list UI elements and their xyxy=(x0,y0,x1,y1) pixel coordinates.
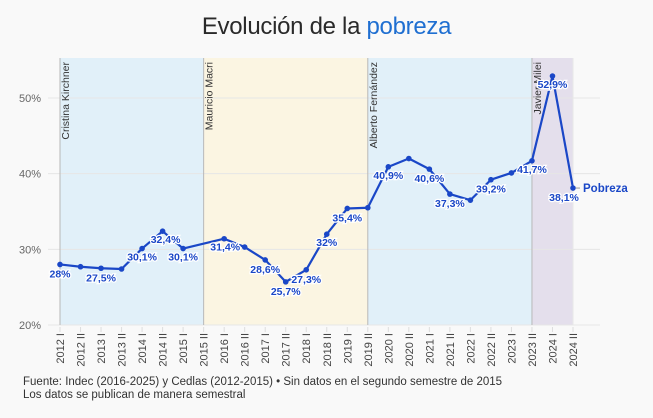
data-point xyxy=(570,185,576,191)
x-tick-label: 2022 I xyxy=(465,333,477,364)
x-tick-label: 2017 II xyxy=(281,333,293,367)
data-point xyxy=(549,73,556,79)
data-label: 27,3% xyxy=(291,274,321,286)
data-point xyxy=(303,266,310,273)
data-label: 38,1% xyxy=(549,192,579,204)
data-point xyxy=(406,155,412,162)
x-tick-label: 2019 I xyxy=(342,333,354,364)
x-axis-ticks: 2012 I 2012 II 2013 I 2013 II 2014 I 2014 II 2… xyxy=(55,327,580,367)
x-tick-label: 2024 I xyxy=(547,333,559,364)
data-point xyxy=(467,197,474,203)
data-label: 40,9% xyxy=(373,170,403,182)
x-tick-label: 2018 II xyxy=(322,333,334,367)
chart-footer: Fuente: Indec (2016-2025) y Cedlas (2012… xyxy=(23,376,502,402)
x-tick-label: 2014 I xyxy=(137,333,149,364)
data-point xyxy=(323,231,330,237)
x-tick-label: 2017 I xyxy=(260,333,272,364)
data-label: 39,2% xyxy=(476,184,506,196)
data-label: 30,1% xyxy=(168,252,198,264)
y-axis-ticks: 20% 30% 40% 50% xyxy=(19,93,41,332)
x-tick-label: 2021 II xyxy=(445,333,457,367)
chart-title: Evolución de la pobreza xyxy=(0,13,653,41)
x-tick-label: 2023 I xyxy=(506,333,518,364)
data-point xyxy=(57,261,63,268)
data-point xyxy=(262,257,269,263)
data-point xyxy=(98,265,104,272)
data-point xyxy=(426,166,433,172)
data-point xyxy=(139,245,145,252)
data-label: 30,1% xyxy=(127,252,157,264)
data-point xyxy=(77,263,84,270)
x-tick-label: 2020 II xyxy=(404,333,416,367)
data-point xyxy=(365,204,371,211)
x-tick-label: 2015 I xyxy=(178,333,190,364)
x-tick-label: 2015 II xyxy=(199,333,211,367)
x-tick-label: 2014 II xyxy=(158,333,170,367)
series-name-label: Pobreza xyxy=(583,183,628,195)
data-label: 28,6% xyxy=(250,264,280,276)
data-label: 35,4% xyxy=(332,212,362,224)
data-label: 52,9% xyxy=(538,79,568,91)
period-band xyxy=(531,58,573,325)
data-point xyxy=(159,228,166,234)
data-point xyxy=(118,266,125,272)
y-tick-label: 50% xyxy=(19,93,41,105)
data-labels: 28% 27,5% 30,1% 32,4% 30,1% 31,4% 28,6% 25,7%27… xyxy=(48,78,581,299)
x-tick-label: 2022 II xyxy=(486,333,498,367)
title-prefix: Evolución de la xyxy=(201,13,361,40)
data-point xyxy=(529,158,535,164)
data-point xyxy=(488,176,494,183)
data-point xyxy=(241,244,248,250)
x-tick-label: 2016 I xyxy=(219,333,231,364)
x-tick-label: 2016 II xyxy=(240,333,252,367)
data-label: 37,3% xyxy=(435,198,465,210)
period-band xyxy=(60,58,204,325)
x-tick-label: 2013 I xyxy=(96,333,108,364)
data-point xyxy=(447,191,453,197)
data-point xyxy=(221,235,227,242)
data-label: 31,4% xyxy=(210,242,240,254)
data-point xyxy=(282,279,289,285)
data-label: 27,5% xyxy=(86,272,116,284)
title-accent: pobreza xyxy=(366,13,452,40)
period-label: Alberto Fernández xyxy=(368,62,380,148)
x-tick-label: 2018 I xyxy=(301,333,313,364)
x-tick-label: 2012 I xyxy=(55,333,67,364)
x-tick-label: 2024 II xyxy=(568,333,580,367)
period-label: Javier Milei xyxy=(532,62,544,115)
y-tick-label: 30% xyxy=(19,244,41,256)
y-tick-label: 40% xyxy=(19,169,41,181)
data-label: 28% xyxy=(49,268,71,280)
data-label: 32% xyxy=(316,237,338,249)
data-point xyxy=(385,164,392,170)
x-tick-label: 2019 II xyxy=(363,333,375,367)
data-label: 32,4% xyxy=(151,234,181,246)
x-tick-label: 2013 II xyxy=(117,333,129,367)
data-label: 25,7% xyxy=(271,286,301,298)
period-label: Cristina Kirchner xyxy=(60,61,72,139)
series-pobreza: Pobreza xyxy=(57,73,628,285)
x-tick-label: 2012 II xyxy=(76,333,88,367)
x-tick-label: 2023 II xyxy=(527,333,539,367)
period-dividers: Cristina Kirchner Mauricio Macri Alberto F… xyxy=(59,58,574,325)
x-tick-label: 2020 I xyxy=(383,333,395,364)
y-tick-label: 20% xyxy=(19,320,41,332)
period-label: Mauricio Macri xyxy=(204,62,216,130)
data-label: 40,6% xyxy=(414,173,444,185)
data-point xyxy=(180,245,186,252)
data-label: 41,7% xyxy=(517,164,547,176)
frequency-note: Los datos se publican de manera semestra… xyxy=(23,389,246,401)
data-point xyxy=(344,205,351,212)
data-point xyxy=(508,170,515,176)
source-note: Fuente: Indec (2016-2025) y Cedlas (2012… xyxy=(23,376,503,388)
x-tick-label: 2021 I xyxy=(424,333,436,364)
